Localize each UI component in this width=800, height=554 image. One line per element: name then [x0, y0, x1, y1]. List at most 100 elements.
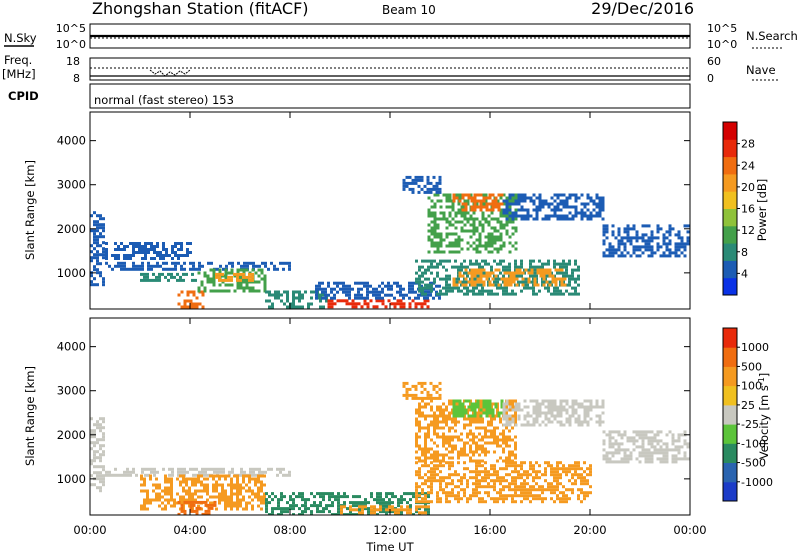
velocity-echo-cell: [280, 507, 283, 511]
power-echo-cell: [514, 217, 518, 221]
power-echo-cell: [427, 196, 431, 200]
velocity-echo-cell: [475, 444, 478, 448]
power-echo-cell: [473, 274, 477, 278]
velocity-echo-cell: [206, 483, 209, 487]
power-echo-cell: [424, 277, 427, 281]
power-echo-cell: [140, 278, 143, 282]
velocity-echo-cell: [538, 405, 542, 409]
velocity-echo-cell: [418, 476, 421, 480]
power-echo-cell: [532, 274, 535, 278]
power-echo-cell: [496, 250, 500, 254]
power-echo-cell: [270, 261, 273, 265]
velocity-echo-cell: [511, 494, 514, 498]
velocity-echo-cell: [485, 402, 489, 406]
velocity-echo-cell: [523, 414, 527, 418]
velocity-echo-cell: [448, 399, 451, 403]
power-colorbar-tick-label: 28: [741, 138, 755, 151]
power-echo-cell: [433, 244, 437, 248]
power-echo-cell: [120, 267, 123, 271]
velocity-echo-cell: [448, 411, 451, 415]
velocity-echo-cell: [620, 460, 624, 464]
velocity-echo-cell: [436, 405, 439, 409]
power-echo-cell: [475, 217, 479, 221]
velocity-echo-cell: [288, 470, 291, 474]
power-echo-cell: [430, 211, 434, 215]
velocity-echo-cell: [260, 495, 263, 499]
power-echo-cell: [230, 268, 234, 272]
velocity-echo-cell: [547, 485, 550, 489]
velocity-echo-cell: [532, 408, 536, 412]
velocity-echo-cell: [451, 438, 454, 442]
velocity-echo-cell: [499, 488, 502, 492]
power-echo-cell: [560, 280, 564, 284]
power-echo-cell: [601, 199, 605, 203]
velocity-echo-cell: [508, 494, 511, 498]
velocity-echo-cell: [674, 457, 678, 461]
power-echo-cell: [224, 289, 228, 293]
velocity-echo-cell: [472, 450, 475, 454]
power-echo-cell: [520, 208, 524, 212]
power-echo-cell: [427, 265, 430, 269]
power-echo-cell: [512, 277, 516, 281]
power-echo-cell: [236, 283, 240, 287]
power-echo-cell: [469, 235, 473, 239]
velocity-echo-cell: [143, 480, 146, 484]
power-echo-cell: [274, 290, 277, 294]
power-echo-cell: [423, 190, 427, 194]
velocity-echo-cell: [478, 432, 481, 436]
power-echo-cell: [568, 259, 571, 263]
velocity-echo-cell: [541, 500, 544, 504]
power-echo-cell: [499, 196, 503, 200]
power-echo-cell: [90, 229, 93, 233]
power-echo-cell: [189, 290, 193, 294]
velocity-echo-cell: [442, 435, 445, 439]
velocity-echo-cell: [514, 482, 517, 486]
power-echo-cell: [96, 256, 99, 260]
velocity-echo-cell: [529, 488, 532, 492]
velocity-echo-cell: [466, 432, 469, 436]
power-echo-cell: [318, 287, 321, 291]
power-echo-cell: [460, 289, 463, 293]
velocity-echo-cell: [544, 497, 547, 501]
velocity-echo-cell: [355, 508, 358, 512]
velocity-echo-cell: [473, 402, 477, 406]
power-echo-cell: [494, 205, 498, 209]
power-echo-cell: [435, 184, 439, 188]
power-echo-cell: [327, 284, 330, 288]
velocity-echo-cell: [191, 498, 194, 502]
power-echo-cell: [511, 196, 515, 200]
power-echo-cell: [601, 196, 605, 200]
velocity-echo-cell: [559, 482, 562, 486]
power-echo-cell: [460, 211, 464, 215]
velocity-echo-cell: [473, 408, 477, 412]
power-echo-cell: [601, 202, 605, 206]
velocity-echo-cell: [367, 501, 370, 505]
velocity-echo-cell: [532, 467, 535, 471]
power-echo-cell: [227, 283, 231, 287]
power-echo-cell: [535, 292, 538, 296]
velocity-colorbar-tick-label: 1000: [741, 341, 769, 354]
velocity-echo-cell: [683, 430, 687, 434]
power-echo-cell: [117, 264, 120, 268]
power-echo-cell: [505, 220, 509, 224]
power-echo-cell: [387, 299, 391, 303]
power-echo-cell: [523, 199, 527, 203]
velocity-echo-cell: [464, 411, 468, 415]
power-echo-cell: [484, 241, 488, 245]
velocity-echo-cell: [448, 464, 451, 468]
power-echo-cell: [414, 296, 417, 300]
nsky-panel: N.Sky 10^5 10^0 10^5 10^0 N.Search: [4, 22, 798, 51]
power-echo-cell: [132, 261, 135, 265]
power-echo-cell: [288, 267, 291, 271]
power-echo-cell: [438, 178, 442, 182]
velocity-echo-cell: [343, 513, 346, 515]
velocity-echo-cell: [632, 430, 636, 434]
velocity-echo-cell: [562, 464, 565, 468]
power-echo-cell: [608, 251, 612, 255]
power-echo-cell: [577, 292, 580, 296]
power-echo-cell: [514, 262, 517, 266]
power-echo-cell: [559, 289, 562, 293]
velocity-echo-cell: [662, 460, 666, 464]
velocity-echo-cell: [189, 503, 193, 507]
velocity-echo-cell: [635, 430, 639, 434]
